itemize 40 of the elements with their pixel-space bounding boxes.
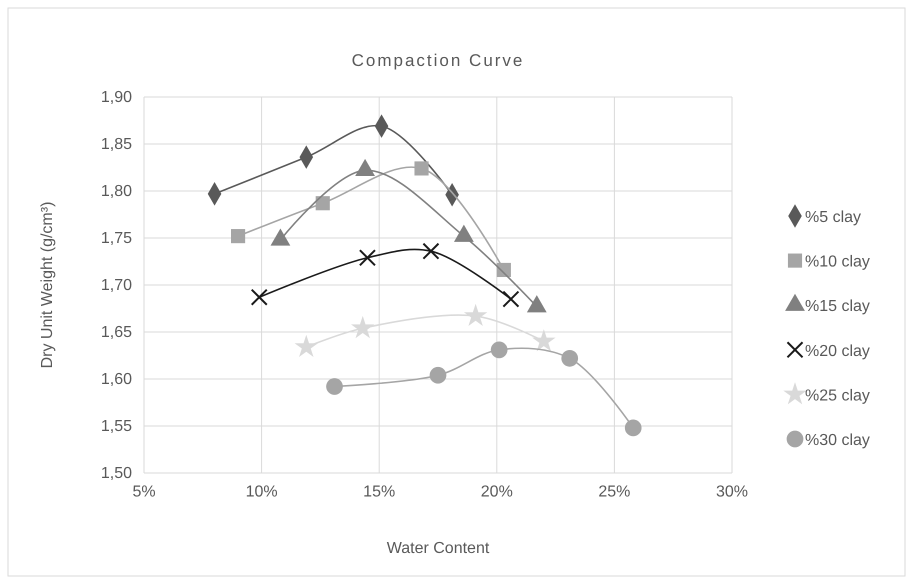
x-tick-label: 30% <box>716 483 748 500</box>
y-tick-label: 1,50 <box>100 465 132 482</box>
x-tick-label: 5% <box>132 483 156 500</box>
chart-title: Compaction Curve <box>352 51 524 70</box>
point <box>464 304 488 326</box>
point <box>502 290 520 308</box>
legend-label: %20 clay <box>805 342 870 360</box>
point <box>326 378 343 395</box>
x-tick-label: 10% <box>246 483 278 500</box>
point <box>316 196 330 210</box>
point <box>231 229 246 244</box>
point <box>561 350 578 367</box>
point <box>422 242 440 260</box>
point <box>351 316 374 338</box>
legend-label: %5 clay <box>805 209 862 226</box>
point <box>358 249 376 266</box>
legend-label: %15 clay <box>805 298 870 316</box>
y-tick-label: 1,80 <box>100 183 132 200</box>
y-tick-label: 1,55 <box>100 418 132 436</box>
x-tick-label: 15% <box>363 483 396 500</box>
point <box>490 342 508 358</box>
x-axis-title: Water Content <box>386 540 490 557</box>
legend-label: %30 clay <box>805 432 870 449</box>
y-tick-label: 1,60 <box>100 371 132 388</box>
y-axis-title: Dry Unit Weight (g/cm³) <box>39 202 56 368</box>
x-tick-label: 20% <box>480 483 513 500</box>
y-tick-label: 1,90 <box>100 89 132 106</box>
point <box>294 334 318 357</box>
point <box>250 288 268 306</box>
point <box>430 366 446 384</box>
x-tick-label: 25% <box>598 483 630 500</box>
y-tick-label: 1,70 <box>100 277 132 294</box>
point <box>414 161 429 176</box>
point <box>532 329 556 352</box>
y-tick-label: 1,65 <box>100 324 132 342</box>
point <box>624 420 642 436</box>
legend-label: %25 clay <box>805 387 870 404</box>
y-tick-label: 1,75 <box>100 230 132 248</box>
y-tick-label: 1,85 <box>100 136 132 154</box>
legend-label: %10 clay <box>805 254 870 271</box>
